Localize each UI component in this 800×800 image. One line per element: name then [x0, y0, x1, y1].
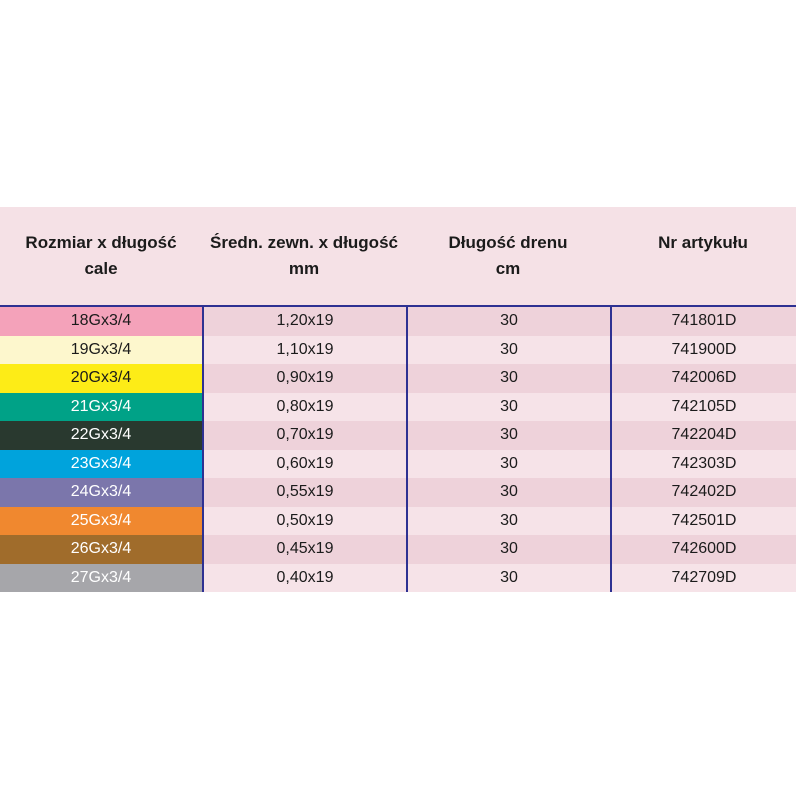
table-row: 23Gx3/4 0,60x19 30 742303D: [0, 449, 796, 478]
header-article-number: Nr artykułu: [610, 207, 796, 305]
article-no-cell: 741801D: [610, 307, 796, 336]
needle-specification-table: Rozmiar x długość cale Średn. zewn. x dł…: [0, 207, 796, 592]
size-cell: 22Gx3/4: [0, 421, 202, 450]
table-row: 27Gx3/4 0,40x19 30 742709D: [0, 563, 796, 592]
header-size-line1: Rozmiar x długość: [25, 233, 177, 252]
diameter-cell: 0,45x19: [202, 535, 406, 564]
article-no-cell: 742303D: [610, 449, 796, 478]
size-cell: 20Gx3/4: [0, 364, 202, 393]
header-drain-length-cm: Długość drenu cm: [406, 207, 610, 305]
size-cell: 25Gx3/4: [0, 506, 202, 535]
drain-length-cell: 30: [406, 307, 610, 336]
drain-length-cell: 30: [406, 478, 610, 507]
size-cell: 19Gx3/4: [0, 335, 202, 364]
drain-length-cell: 30: [406, 563, 610, 592]
header-diameter-line1: Średn. zewn. x długość: [210, 233, 398, 252]
article-no-cell: 742600D: [610, 535, 796, 564]
header-drain-line1: Długość drenu: [448, 233, 568, 252]
diameter-cell: 0,40x19: [202, 563, 406, 592]
diameter-cell: 0,60x19: [202, 449, 406, 478]
diameter-cell: 0,80x19: [202, 392, 406, 421]
article-no-cell: 742105D: [610, 392, 796, 421]
drain-length-cell: 30: [406, 392, 610, 421]
header-diameter-line2: mm: [288, 259, 320, 278]
drain-length-cell: 30: [406, 506, 610, 535]
diameter-cell: 0,55x19: [202, 478, 406, 507]
size-cell: 24Gx3/4: [0, 478, 202, 507]
size-cell: 26Gx3/4: [0, 535, 202, 564]
drain-length-cell: 30: [406, 535, 610, 564]
diameter-cell: 0,90x19: [202, 364, 406, 393]
article-no-cell: 742501D: [610, 506, 796, 535]
table-row: 26Gx3/4 0,45x19 30 742600D: [0, 535, 796, 564]
diameter-cell: 0,50x19: [202, 506, 406, 535]
article-no-cell: 741900D: [610, 335, 796, 364]
table-row: 18Gx3/4 1,20x19 30 741801D: [0, 307, 796, 336]
header-size-line2: cale: [84, 259, 118, 278]
table-header-row: Rozmiar x długość cale Średn. zewn. x dł…: [0, 207, 796, 307]
table-row: 20Gx3/4 0,90x19 30 742006D: [0, 364, 796, 393]
size-cell: 21Gx3/4: [0, 392, 202, 421]
article-no-cell: 742709D: [610, 563, 796, 592]
size-cell: 18Gx3/4: [0, 307, 202, 336]
diameter-cell: 0,70x19: [202, 421, 406, 450]
header-drain-line2: cm: [495, 259, 521, 278]
article-no-cell: 742006D: [610, 364, 796, 393]
diameter-cell: 1,10x19: [202, 335, 406, 364]
table-row: 21Gx3/4 0,80x19 30 742105D: [0, 392, 796, 421]
article-no-cell: 742204D: [610, 421, 796, 450]
drain-length-cell: 30: [406, 421, 610, 450]
table-row: 25Gx3/4 0,50x19 30 742501D: [0, 506, 796, 535]
size-cell: 23Gx3/4: [0, 449, 202, 478]
size-cell: 27Gx3/4: [0, 563, 202, 592]
drain-length-cell: 30: [406, 364, 610, 393]
header-article-line1: Nr artykułu: [658, 233, 748, 252]
drain-length-cell: 30: [406, 335, 610, 364]
table-row: 22Gx3/4 0,70x19 30 742204D: [0, 421, 796, 450]
article-no-cell: 742402D: [610, 478, 796, 507]
table-row: 19Gx3/4 1,10x19 30 741900D: [0, 335, 796, 364]
header-outer-diameter-mm: Średn. zewn. x długość mm: [202, 207, 406, 305]
table-body: 18Gx3/4 1,20x19 30 741801D 19Gx3/4 1,10x…: [0, 307, 796, 592]
drain-length-cell: 30: [406, 449, 610, 478]
header-size-inches: Rozmiar x długość cale: [0, 207, 202, 305]
table-row: 24Gx3/4 0,55x19 30 742402D: [0, 478, 796, 507]
diameter-cell: 1,20x19: [202, 307, 406, 336]
